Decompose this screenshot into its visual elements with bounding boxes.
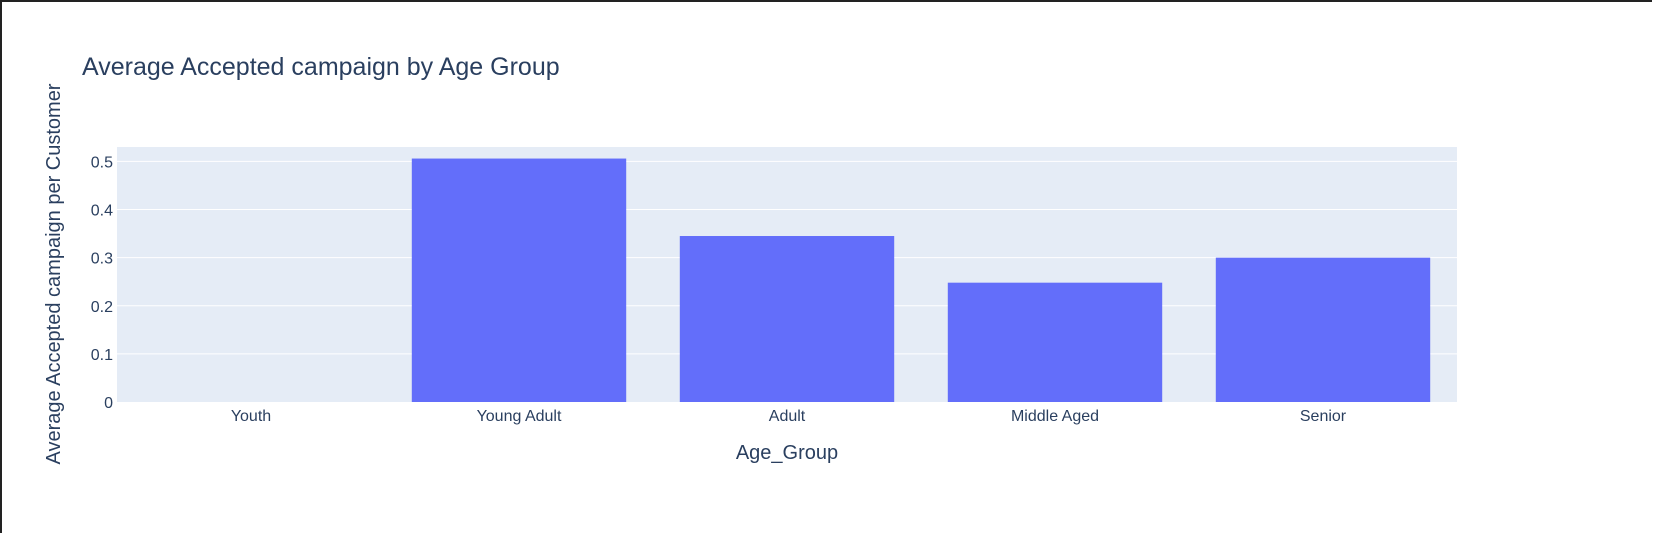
bar[interactable] (411, 158, 627, 402)
y-tick-label: 0.4 (91, 203, 113, 220)
y-tick-label: 0.2 (91, 299, 113, 316)
bar[interactable] (679, 236, 895, 402)
y-tick-label: 0.5 (91, 154, 113, 171)
x-tick-label: Young Adult (477, 408, 562, 425)
x-tick-label: Youth (231, 408, 271, 425)
chart-title: Average Accepted campaign by Age Group (82, 53, 560, 81)
y-tick-label: 0.3 (91, 251, 113, 268)
y-axis-label: Average Accepted campaign per Customer (43, 83, 65, 464)
x-tick-label: Adult (769, 408, 806, 425)
x-tick-label: Senior (1300, 408, 1347, 425)
x-axis-label: Age_Group (736, 442, 838, 464)
bar[interactable] (947, 282, 1163, 402)
x-axis-ticks: Youth Young Adult Adult Middle Aged Senior (231, 408, 1347, 425)
y-tick-label: 0.1 (91, 347, 113, 364)
y-axis-ticks: 0 0.1 0.2 0.3 0.4 0.5 (91, 154, 113, 412)
bar[interactable] (1215, 257, 1431, 402)
x-tick-label: Middle Aged (1011, 408, 1099, 425)
bars (411, 158, 1431, 402)
y-tick-label: 0 (104, 395, 113, 412)
